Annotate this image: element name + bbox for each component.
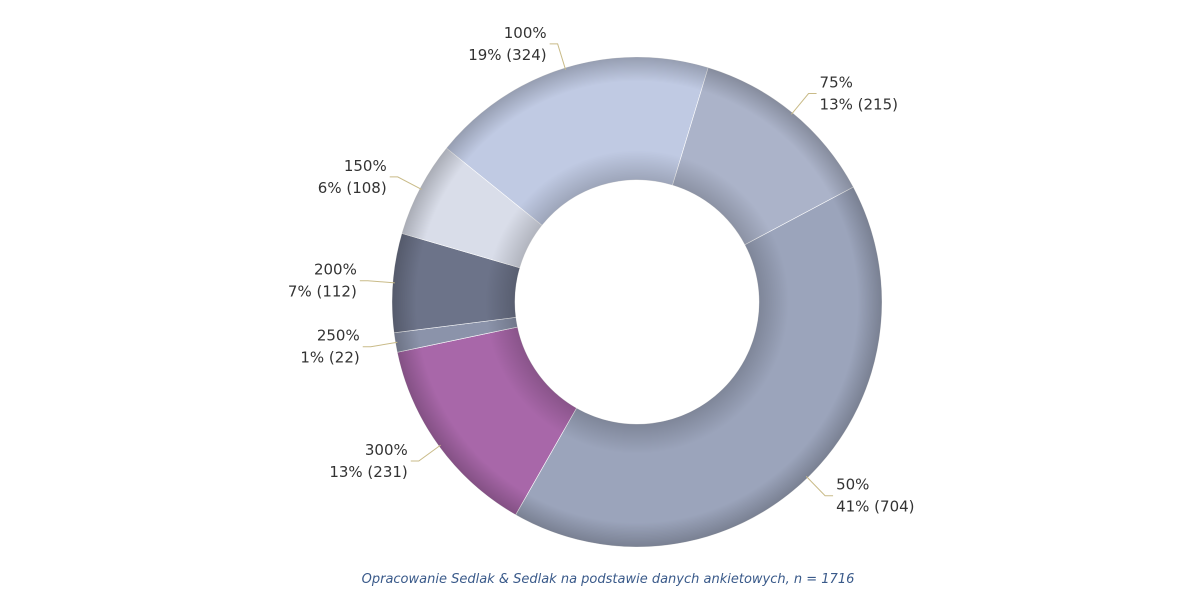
slice-category-label: 300% — [365, 441, 408, 459]
slice-value-label: 6% (108) — [318, 179, 387, 197]
slice-value-label: 7% (112) — [288, 283, 357, 301]
slices — [391, 56, 883, 548]
leader-line — [549, 43, 567, 70]
slice-category-label: 50% — [836, 476, 869, 494]
slice-value-label: 13% (215) — [820, 96, 898, 114]
leader-line — [791, 93, 817, 115]
leader-line — [389, 176, 422, 190]
slice-category-label: 150% — [344, 157, 387, 175]
leader-line — [359, 280, 395, 284]
slice-category-label: 100% — [504, 24, 547, 42]
slice-value-label: 41% (704) — [836, 498, 914, 516]
leader-line — [805, 475, 834, 497]
slice-value-label: 1% (22) — [300, 349, 359, 367]
leader-line — [410, 444, 441, 462]
slice-category-label: 75% — [820, 74, 853, 92]
labels: 50% 41% (704) 300% 13% (231) 250% 1% (22) 200%… — [288, 24, 915, 516]
slice-category-label: 200% — [314, 261, 357, 279]
slice-value-label: 13% (231) — [329, 463, 407, 481]
slice-category-label: 250% — [317, 327, 360, 345]
leader-line — [362, 341, 398, 348]
source-caption: Opracowanie Sedlak & Sedlak na podstawie… — [362, 572, 855, 587]
donut-hole — [515, 180, 759, 424]
slice-value-label: 19% (324) — [468, 46, 546, 64]
